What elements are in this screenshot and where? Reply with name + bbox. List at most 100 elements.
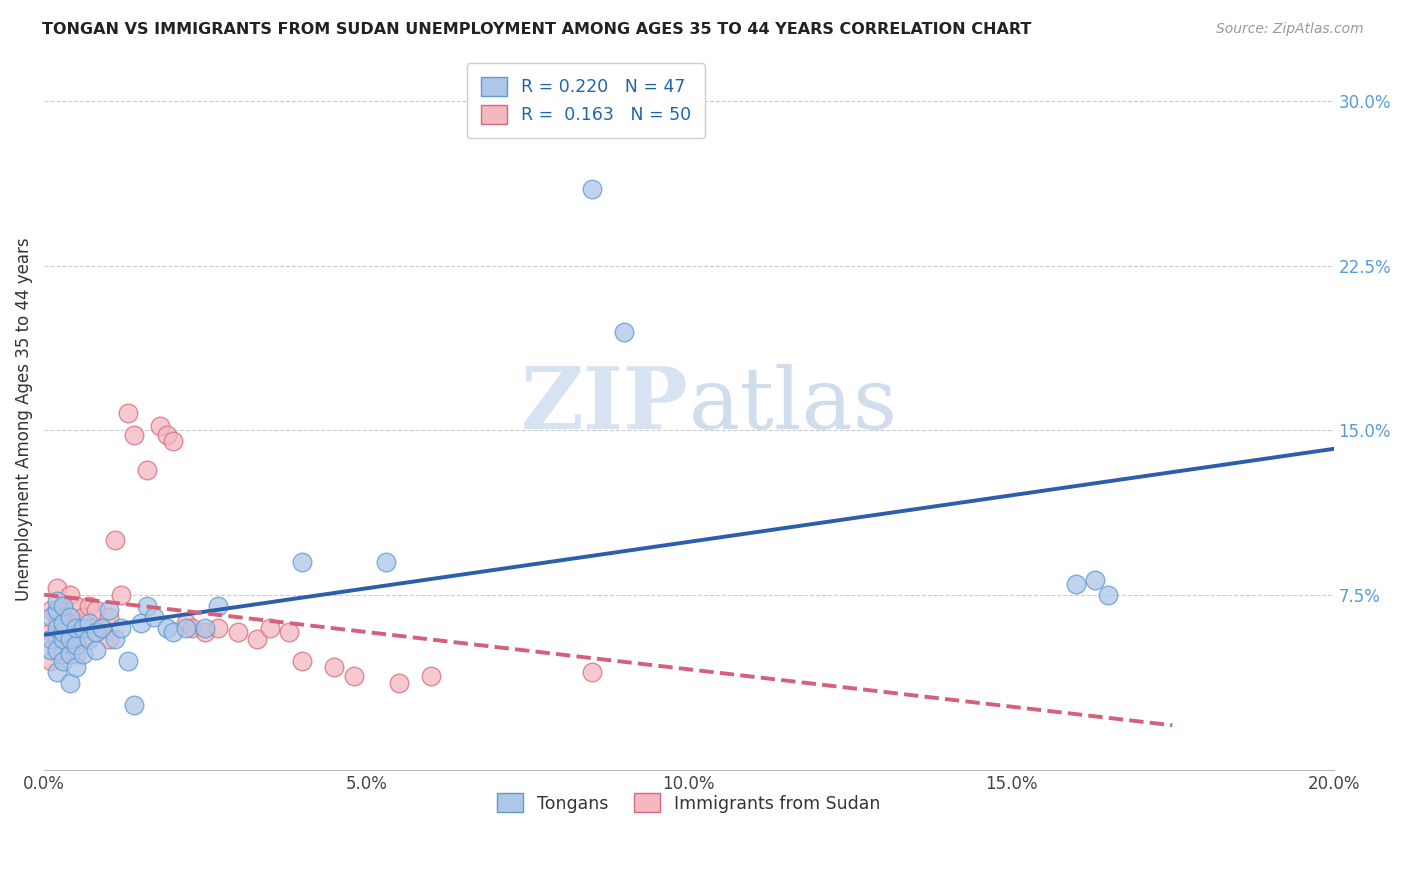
Point xyxy=(91,621,114,635)
Point xyxy=(291,555,314,569)
Point xyxy=(91,621,114,635)
Point xyxy=(46,632,69,646)
Point xyxy=(1064,577,1087,591)
Point xyxy=(323,660,346,674)
Point xyxy=(39,642,62,657)
Point xyxy=(39,610,62,624)
Point xyxy=(65,599,87,613)
Point xyxy=(65,660,87,674)
Point xyxy=(84,625,107,640)
Point xyxy=(59,610,82,624)
Point xyxy=(1097,588,1119,602)
Point xyxy=(342,669,364,683)
Point xyxy=(207,621,229,635)
Text: atlas: atlas xyxy=(689,364,898,447)
Point xyxy=(278,625,301,640)
Point xyxy=(72,632,94,646)
Point xyxy=(162,434,184,449)
Point xyxy=(104,533,127,547)
Point xyxy=(52,654,75,668)
Point xyxy=(59,610,82,624)
Point xyxy=(77,621,100,635)
Point xyxy=(59,625,82,640)
Point xyxy=(419,669,441,683)
Point xyxy=(65,647,87,661)
Point xyxy=(194,621,217,635)
Point xyxy=(46,594,69,608)
Point xyxy=(46,621,69,635)
Point xyxy=(97,610,120,624)
Point xyxy=(72,610,94,624)
Point xyxy=(59,647,82,661)
Legend: Tongans, Immigrants from Sudan: Tongans, Immigrants from Sudan xyxy=(485,781,893,825)
Point xyxy=(149,419,172,434)
Point xyxy=(46,665,69,679)
Point xyxy=(84,642,107,657)
Point xyxy=(65,616,87,631)
Point xyxy=(136,599,159,613)
Point xyxy=(59,632,82,646)
Point xyxy=(59,588,82,602)
Point xyxy=(52,632,75,646)
Point xyxy=(77,632,100,646)
Point xyxy=(124,698,146,712)
Text: TONGAN VS IMMIGRANTS FROM SUDAN UNEMPLOYMENT AMONG AGES 35 TO 44 YEARS CORRELATI: TONGAN VS IMMIGRANTS FROM SUDAN UNEMPLOY… xyxy=(42,22,1032,37)
Point xyxy=(162,625,184,640)
Point xyxy=(226,625,249,640)
Point xyxy=(117,406,139,420)
Point xyxy=(72,647,94,661)
Point xyxy=(259,621,281,635)
Point xyxy=(52,599,75,613)
Point xyxy=(77,616,100,631)
Point xyxy=(194,625,217,640)
Point xyxy=(136,463,159,477)
Point xyxy=(52,616,75,631)
Point xyxy=(46,582,69,596)
Point xyxy=(129,616,152,631)
Point xyxy=(52,625,75,640)
Point xyxy=(59,675,82,690)
Point xyxy=(181,621,204,635)
Point xyxy=(374,555,396,569)
Point xyxy=(52,647,75,661)
Point xyxy=(110,621,132,635)
Point xyxy=(388,675,411,690)
Point xyxy=(72,621,94,635)
Text: ZIP: ZIP xyxy=(522,363,689,448)
Point xyxy=(174,621,197,635)
Point xyxy=(46,616,69,631)
Point xyxy=(39,654,62,668)
Point xyxy=(142,610,165,624)
Point xyxy=(124,427,146,442)
Point xyxy=(291,654,314,668)
Point xyxy=(46,603,69,617)
Point xyxy=(52,616,75,631)
Point xyxy=(46,642,69,657)
Point xyxy=(581,182,603,196)
Point xyxy=(581,665,603,679)
Point xyxy=(117,654,139,668)
Point xyxy=(52,599,75,613)
Point xyxy=(65,632,87,646)
Point xyxy=(97,603,120,617)
Point xyxy=(65,638,87,652)
Point xyxy=(155,621,177,635)
Point xyxy=(97,632,120,646)
Point xyxy=(46,603,69,617)
Text: Source: ZipAtlas.com: Source: ZipAtlas.com xyxy=(1216,22,1364,37)
Point xyxy=(39,603,62,617)
Point xyxy=(155,427,177,442)
Point xyxy=(77,599,100,613)
Point xyxy=(110,588,132,602)
Point xyxy=(613,325,636,339)
Y-axis label: Unemployment Among Ages 35 to 44 years: Unemployment Among Ages 35 to 44 years xyxy=(15,237,32,601)
Point xyxy=(104,632,127,646)
Point xyxy=(1084,573,1107,587)
Point xyxy=(59,642,82,657)
Point xyxy=(84,603,107,617)
Point xyxy=(207,599,229,613)
Point xyxy=(39,632,62,646)
Point xyxy=(246,632,269,646)
Point xyxy=(84,625,107,640)
Point xyxy=(39,625,62,640)
